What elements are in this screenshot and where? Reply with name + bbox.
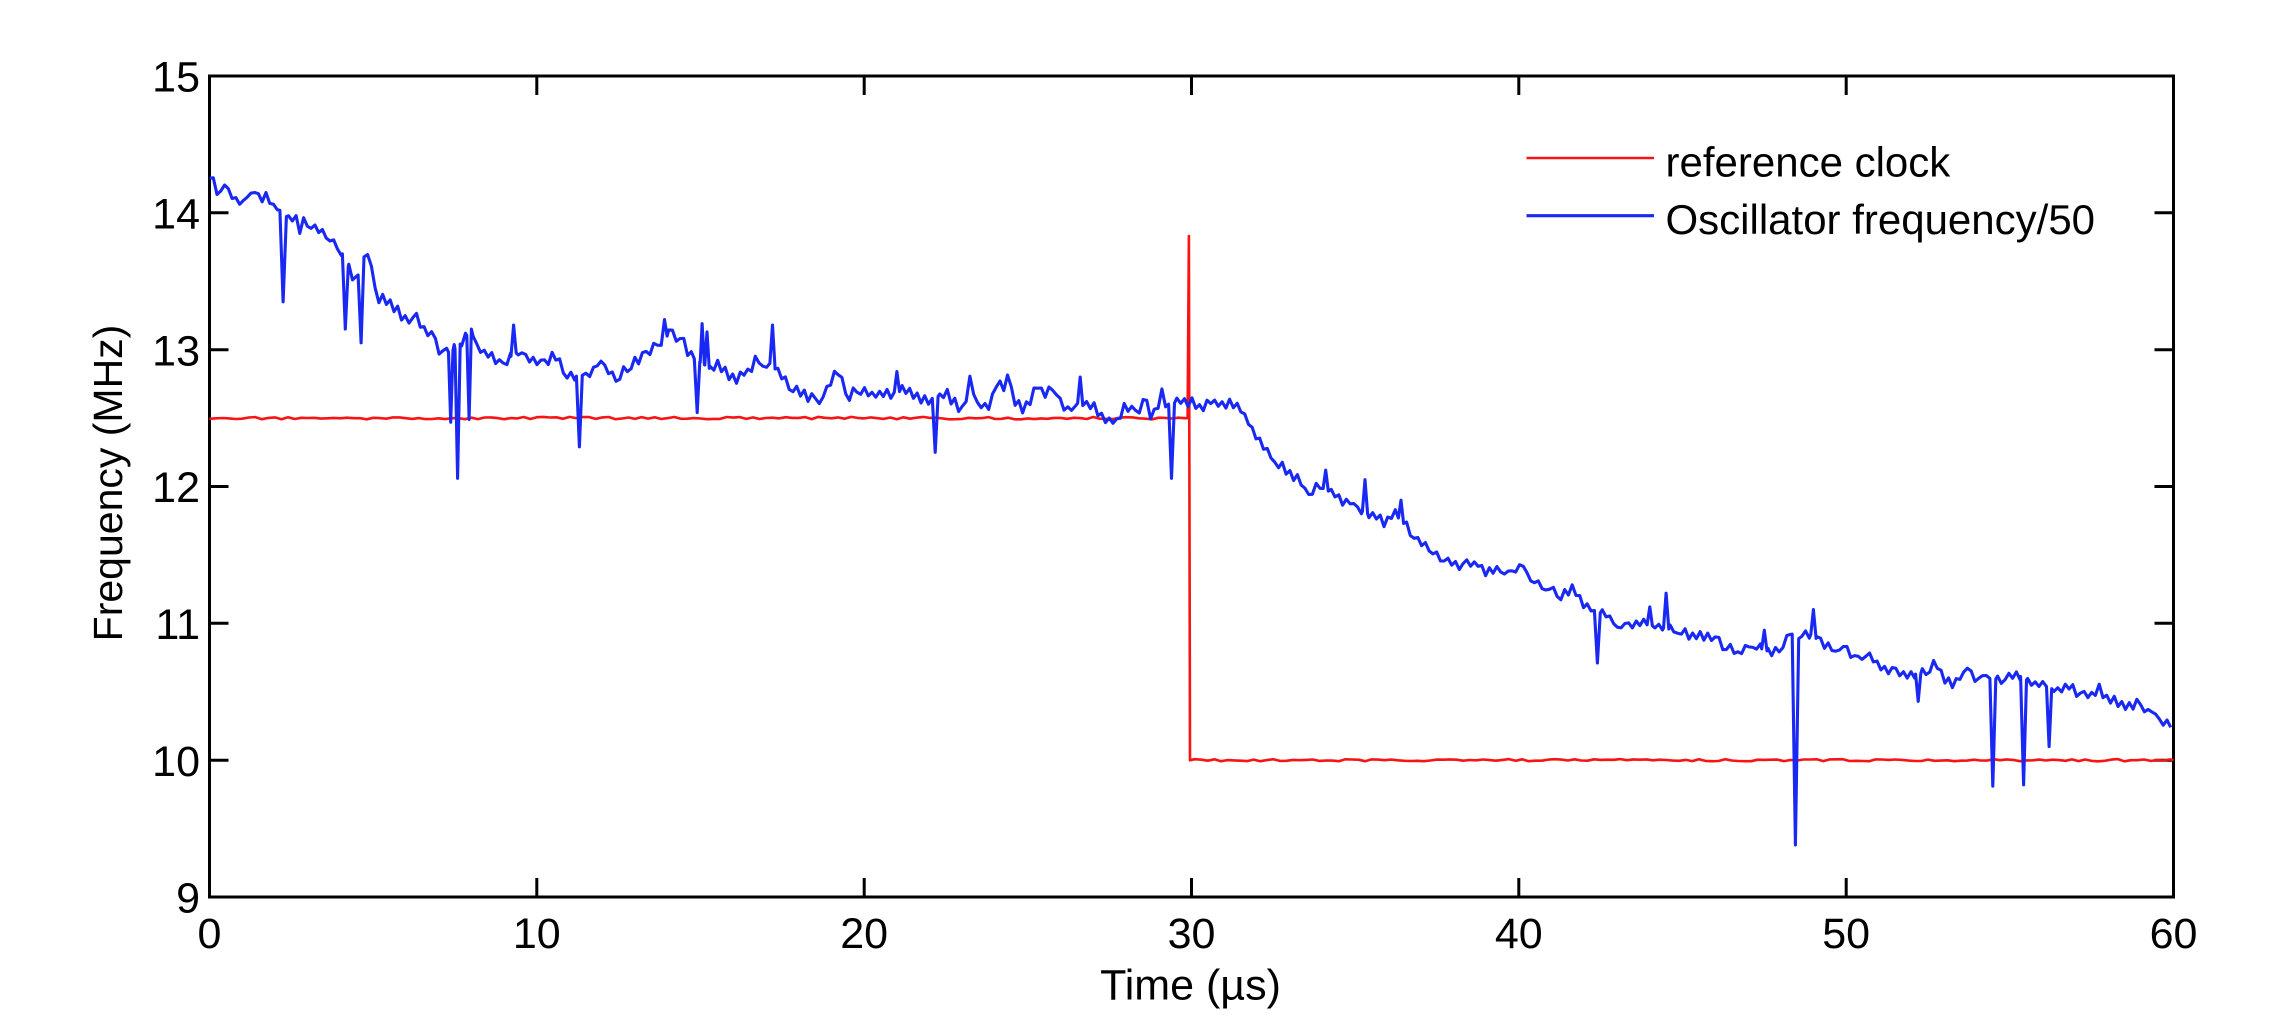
svg-text:15: 15 [152, 54, 200, 102]
svg-text:13: 13 [152, 327, 200, 375]
svg-text:40: 40 [1495, 910, 1543, 958]
svg-text:30: 30 [1168, 910, 1216, 958]
svg-text:Time (µs): Time (µs) [1100, 962, 1281, 1010]
svg-text:0: 0 [198, 910, 222, 958]
svg-text:reference clock: reference clock [1666, 139, 1952, 186]
svg-text:Oscillator frequency/50: Oscillator frequency/50 [1666, 196, 2096, 243]
svg-text:10: 10 [152, 738, 200, 786]
svg-text:11: 11 [155, 601, 200, 649]
svg-text:Frequency (MHz): Frequency (MHz) [85, 325, 131, 642]
svg-text:14: 14 [152, 190, 200, 238]
svg-text:10: 10 [513, 910, 561, 958]
svg-text:50: 50 [1822, 910, 1870, 958]
svg-text:12: 12 [152, 464, 200, 512]
svg-text:60: 60 [2150, 910, 2198, 958]
svg-text:9: 9 [176, 875, 200, 923]
svg-text:20: 20 [840, 910, 888, 958]
